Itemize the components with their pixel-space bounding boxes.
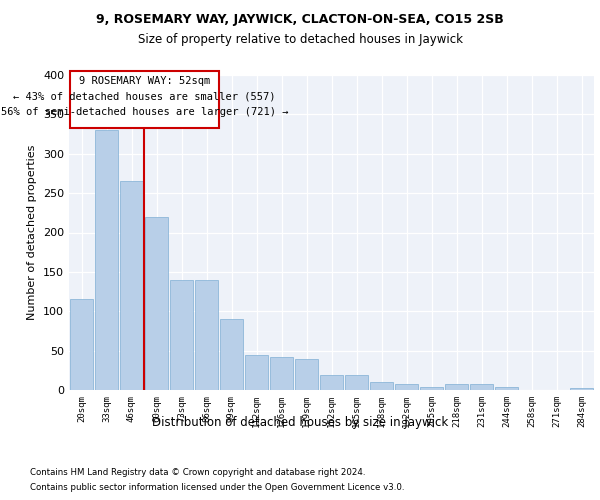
Bar [170, 280, 193, 390]
Text: Size of property relative to detached houses in Jaywick: Size of property relative to detached ho… [137, 32, 463, 46]
Bar [420, 387, 443, 390]
Bar [145, 217, 168, 390]
Bar [220, 319, 243, 390]
Bar [370, 382, 393, 390]
Bar [345, 375, 368, 390]
Text: ← 43% of detached houses are smaller (557): ← 43% of detached houses are smaller (55… [13, 92, 276, 102]
Bar [195, 280, 218, 390]
Bar [445, 384, 468, 390]
Bar [95, 130, 118, 390]
Text: Contains HM Land Registry data © Crown copyright and database right 2024.: Contains HM Land Registry data © Crown c… [30, 468, 365, 477]
Bar [270, 357, 293, 390]
Bar [395, 384, 418, 390]
Bar [70, 300, 93, 390]
Bar [470, 384, 493, 390]
Bar [295, 358, 318, 390]
FancyBboxPatch shape [70, 71, 219, 128]
Y-axis label: Number of detached properties: Number of detached properties [28, 145, 37, 320]
Bar [245, 354, 268, 390]
Text: 56% of semi-detached houses are larger (721) →: 56% of semi-detached houses are larger (… [1, 107, 289, 117]
Text: Distribution of detached houses by size in Jaywick: Distribution of detached houses by size … [152, 416, 448, 429]
Text: 9 ROSEMARY WAY: 52sqm: 9 ROSEMARY WAY: 52sqm [79, 76, 210, 86]
Bar [570, 388, 593, 390]
Text: Contains public sector information licensed under the Open Government Licence v3: Contains public sector information licen… [30, 483, 404, 492]
Bar [320, 375, 343, 390]
Text: 9, ROSEMARY WAY, JAYWICK, CLACTON-ON-SEA, CO15 2SB: 9, ROSEMARY WAY, JAYWICK, CLACTON-ON-SEA… [96, 12, 504, 26]
Bar [495, 387, 518, 390]
Bar [120, 182, 143, 390]
